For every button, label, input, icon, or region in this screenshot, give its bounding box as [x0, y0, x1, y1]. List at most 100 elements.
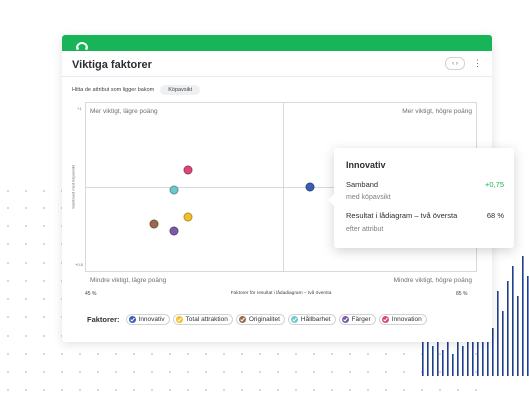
decorative-dot — [7, 280, 9, 282]
decorative-dot — [313, 389, 315, 391]
decorative-dot — [421, 353, 423, 355]
tooltip-arrow — [328, 194, 334, 206]
quadrant-label-top-left: Mer viktigt, lägre poäng — [90, 108, 158, 115]
decorative-bar — [452, 354, 454, 376]
filter-label: Hitta de attribut som ligger bakom — [72, 87, 155, 93]
decorative-dot — [187, 371, 189, 373]
decorative-dot — [25, 280, 27, 282]
decorative-dot — [349, 371, 351, 373]
decorative-dot — [457, 353, 459, 355]
data-point-total-attraktion[interactable] — [183, 212, 193, 222]
decorative-dot — [43, 207, 45, 209]
decorative-dot — [205, 389, 207, 391]
decorative-dot — [475, 389, 477, 391]
decorative-dot — [295, 353, 297, 355]
expand-icon: ‹ › — [452, 60, 458, 67]
decorative-dot — [187, 389, 189, 391]
decorative-dot — [349, 353, 351, 355]
decorative-dot — [133, 389, 135, 391]
decorative-dot — [169, 389, 171, 391]
decorative-bar — [477, 341, 479, 376]
quadrant-label-top-right: Mer viktigt, högre poäng — [402, 108, 472, 115]
check-icon — [128, 316, 136, 323]
decorative-dot — [115, 353, 117, 355]
legend-item[interactable]: Färger — [338, 314, 376, 325]
data-point-innovation[interactable] — [183, 165, 193, 175]
decorative-dot — [61, 353, 63, 355]
decorative-dot — [25, 207, 27, 209]
decorative-dot — [79, 389, 81, 391]
decorative-dot — [187, 353, 189, 355]
legend-item[interactable]: Originalitet — [235, 314, 285, 325]
legend-item[interactable]: Innovativ — [125, 314, 170, 325]
decorative-dot — [61, 371, 63, 373]
decorative-dot — [7, 190, 9, 192]
decorative-dot — [367, 389, 369, 391]
decorative-dot — [349, 389, 351, 391]
decorative-dot — [7, 316, 9, 318]
decorative-dot — [151, 353, 153, 355]
attribute-filter: Hitta de attribut som ligger bakom Köpav… — [72, 85, 201, 95]
legend-item[interactable]: Innovation — [378, 314, 427, 325]
x-axis-label: Faktorer för resultat i lådadiagram – tv… — [230, 291, 332, 296]
decorative-dot — [457, 389, 459, 391]
legend-title: Faktorer: — [87, 315, 120, 324]
decorative-dot — [475, 371, 477, 373]
decorative-dot — [7, 353, 9, 355]
decorative-dot — [385, 389, 387, 391]
decorative-dot — [169, 371, 171, 373]
more-options-icon[interactable]: ⋮ — [473, 58, 482, 68]
decorative-dot — [25, 316, 27, 318]
key-factors-card: Viktiga faktorer ‹ › ⋮ Hitta de attribut… — [62, 35, 492, 342]
data-point-färger[interactable] — [169, 226, 179, 236]
legend-item-label: Innovation — [391, 316, 422, 323]
legend-item[interactable]: Hållbarhet — [287, 314, 336, 325]
decorative-dot — [151, 371, 153, 373]
data-point-tooltip: Innovativ Samband +0,75 med köpavsikt Re… — [328, 148, 514, 248]
data-point-hållbarhet[interactable] — [169, 185, 179, 195]
check-icon — [341, 316, 349, 323]
factors-legend: Faktorer: Innovativ Total attraktion Origi… — [87, 314, 427, 325]
decorative-dot — [223, 371, 225, 373]
brand-logo-icon — [75, 37, 89, 55]
x-tick-left: 45 % — [85, 291, 97, 297]
decorative-dot — [331, 371, 333, 373]
decorative-dot — [43, 353, 45, 355]
tooltip-result-label: Resultat i lådiagram – två översta — [346, 211, 458, 220]
decorative-dot — [25, 353, 27, 355]
decorative-bar — [512, 266, 514, 376]
decorative-bar — [442, 350, 444, 376]
decorative-dot — [313, 353, 315, 355]
decorative-dot — [115, 389, 117, 391]
decorative-dot — [475, 353, 477, 355]
decorative-dot — [7, 335, 9, 337]
data-point-originalitet[interactable] — [149, 219, 159, 229]
decorative-dot — [367, 353, 369, 355]
decorative-dot — [259, 353, 261, 355]
tooltip-title: Innovativ — [346, 160, 386, 170]
decorative-dot — [7, 243, 9, 245]
decorative-dot — [25, 262, 27, 264]
decorative-bar — [497, 291, 499, 376]
decorative-dot — [205, 353, 207, 355]
decorative-bar — [492, 328, 494, 376]
decorative-dot — [133, 353, 135, 355]
decorative-dot — [7, 389, 9, 391]
filter-chip[interactable]: Köpavsikt — [160, 85, 201, 95]
data-point-innovativ[interactable] — [305, 182, 315, 192]
decorative-dot — [439, 353, 441, 355]
expand-button[interactable]: ‹ › — [445, 57, 465, 70]
decorative-dot — [97, 389, 99, 391]
quadrant-label-bottom-right: Mindre viktigt, högre poäng — [393, 277, 472, 284]
decorative-dot — [439, 389, 441, 391]
check-icon — [381, 316, 389, 323]
check-icon — [238, 316, 246, 323]
legend-item[interactable]: Total attraktion — [172, 314, 233, 325]
decorative-dot — [421, 371, 423, 373]
decorative-dot — [43, 190, 45, 192]
decorative-dot — [241, 353, 243, 355]
legend-item-label: Total attraktion — [185, 316, 228, 323]
decorative-dot — [43, 225, 45, 227]
legend-item-label: Originalitet — [248, 316, 280, 323]
decorative-bar — [527, 276, 529, 376]
